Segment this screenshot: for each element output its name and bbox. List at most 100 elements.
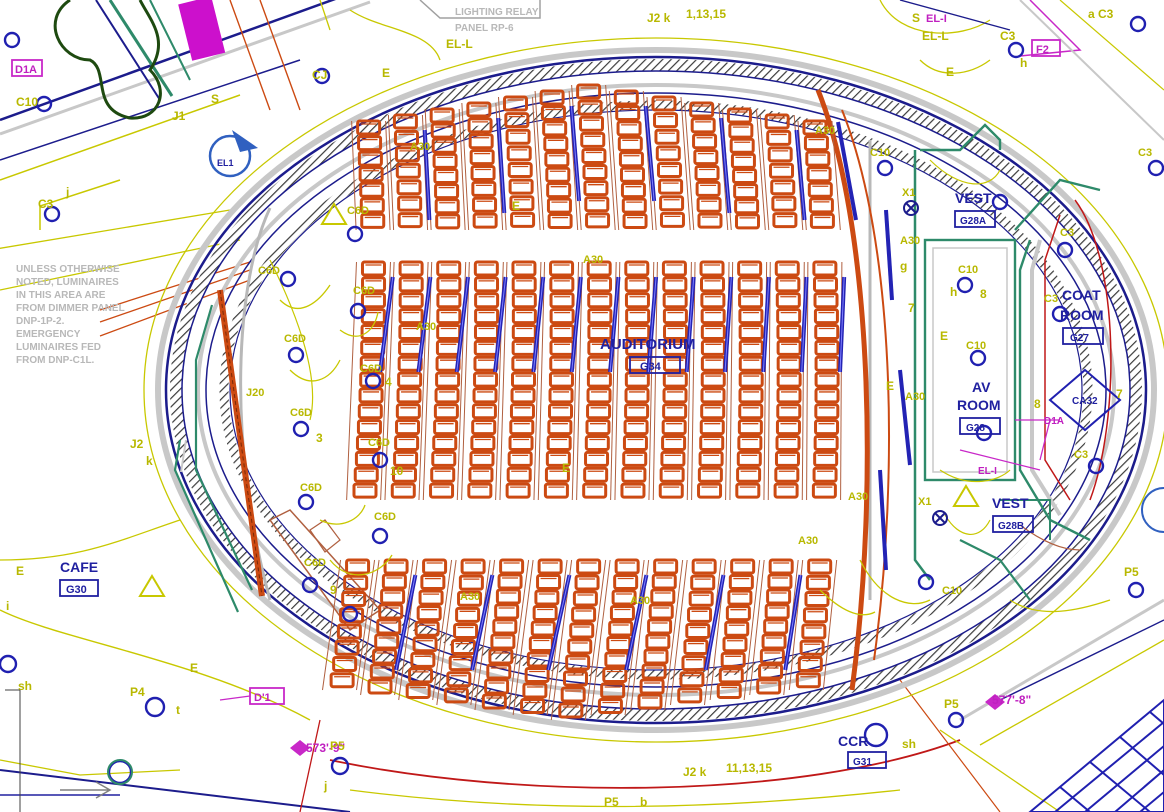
- a30-label: A30: [630, 595, 650, 607]
- chair: [587, 308, 613, 325]
- light-fixture: [0, 654, 18, 674]
- seven-label: 7: [1116, 387, 1123, 401]
- chair: [738, 403, 764, 420]
- chair: [730, 152, 756, 169]
- chair: [359, 181, 385, 198]
- chair: [495, 588, 521, 605]
- chair: [806, 166, 832, 183]
- chair: [691, 558, 717, 575]
- chair: [655, 145, 681, 162]
- note-line-4: FROM DIMMER PANEL: [16, 303, 125, 314]
- c10-label: C10: [870, 147, 890, 159]
- chair: [416, 605, 442, 622]
- chair: [660, 450, 686, 467]
- light-fixture: [371, 527, 389, 545]
- cj-label: CJ: [312, 68, 327, 82]
- chair: [661, 419, 687, 436]
- chair: [391, 466, 417, 483]
- circuit-arc: [339, 311, 379, 337]
- row-line: [322, 559, 342, 691]
- chair: [583, 466, 609, 483]
- light-fixture: [1051, 305, 1069, 323]
- chair: [659, 466, 685, 483]
- chair: [453, 622, 479, 639]
- chair: [812, 260, 838, 277]
- chair: [546, 197, 572, 214]
- chair: [395, 419, 421, 436]
- chair: [766, 588, 792, 605]
- chair: [698, 450, 724, 467]
- chair: [776, 371, 802, 388]
- light-fixture: [876, 159, 894, 177]
- chair: [775, 292, 801, 309]
- chair: [536, 574, 562, 590]
- chair: [643, 648, 669, 665]
- ccr-label: CCR: [838, 733, 868, 749]
- row-line: [385, 120, 391, 231]
- chair: [548, 387, 574, 404]
- chair: [474, 308, 500, 325]
- chair: [345, 558, 371, 575]
- chair: [584, 196, 610, 213]
- chair: [697, 482, 723, 499]
- chair: [661, 435, 687, 452]
- chair: [505, 128, 531, 145]
- chair: [431, 137, 457, 154]
- chair: [624, 403, 650, 420]
- chair: [545, 450, 571, 467]
- c6d-label: C6D: [304, 557, 326, 569]
- light-fixture: [956, 276, 974, 294]
- chair: [360, 323, 386, 340]
- light-fixture: [349, 302, 367, 320]
- auditorium-labels: AUDITORIUM G34 A30 A30 A30 A30 A30 A30 A…: [410, 125, 925, 607]
- chair: [813, 308, 839, 325]
- chair: [548, 371, 574, 388]
- paver-grid: [1028, 698, 1164, 812]
- chair: [458, 574, 484, 591]
- chair: [662, 292, 688, 309]
- el1-tag-text: EL1: [217, 158, 234, 168]
- ccr-room-tag: G31: [853, 757, 872, 768]
- light-fixture: [364, 372, 382, 390]
- h-top-label: h: [1020, 56, 1027, 70]
- light-fixture: [279, 270, 297, 288]
- row-line: [351, 120, 357, 231]
- chair: [766, 129, 792, 146]
- chair: [569, 622, 595, 639]
- chair: [381, 573, 407, 590]
- chair: [587, 276, 613, 293]
- chair: [662, 371, 688, 388]
- chair: [358, 387, 384, 404]
- chair: [700, 292, 726, 309]
- chair: [775, 276, 801, 293]
- chair: [812, 276, 838, 293]
- chair: [414, 620, 440, 637]
- chair: [434, 183, 460, 200]
- chair: [759, 648, 785, 665]
- chair: [658, 178, 684, 195]
- chair: [650, 588, 676, 605]
- light-fixture: [917, 573, 935, 591]
- row-line: [436, 559, 457, 706]
- chair: [609, 605, 635, 621]
- chair: [511, 355, 537, 372]
- chair: [367, 678, 393, 695]
- light-fixture: [975, 424, 993, 442]
- chair: [468, 133, 494, 150]
- a30-label: A30: [460, 591, 480, 603]
- chair: [434, 387, 460, 404]
- light-fixture: [863, 722, 889, 748]
- chair: [472, 196, 498, 213]
- note-line-5: DNP-1P-2.: [16, 316, 65, 327]
- g-label: g: [900, 259, 907, 273]
- chair: [499, 558, 525, 575]
- chair: [700, 403, 726, 420]
- chair: [620, 482, 646, 499]
- right-interior-walls: [868, 123, 1122, 601]
- chair: [549, 276, 575, 293]
- chair: [484, 678, 510, 695]
- a30-label: A30: [848, 491, 868, 503]
- coat-room-line-2: ROOM: [1060, 307, 1104, 323]
- av-room-tag: G28: [966, 423, 985, 434]
